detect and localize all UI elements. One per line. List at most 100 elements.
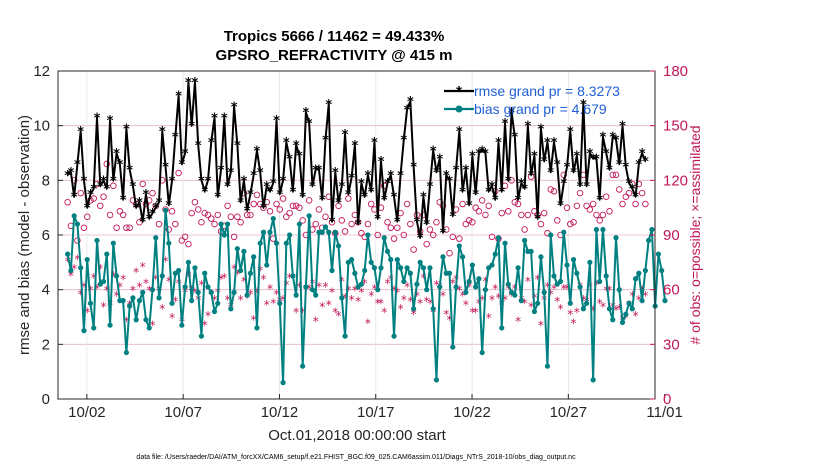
bias-point-42 bbox=[202, 270, 208, 276]
rmse-point-148: * bbox=[547, 166, 554, 181]
assimilated-point-64: * bbox=[274, 287, 280, 301]
rmse-point-96: * bbox=[378, 155, 385, 170]
x-tick-label-1: 10/07 bbox=[164, 404, 202, 421]
bias-point-124 bbox=[469, 262, 475, 268]
possible-point-71 bbox=[296, 204, 303, 211]
rmse-point-58: * bbox=[254, 144, 261, 159]
possible-point-45 bbox=[211, 220, 218, 228]
assimilated-point-47: * bbox=[218, 273, 224, 287]
rmse-point-120: * bbox=[456, 125, 463, 140]
rmse-point-84: * bbox=[338, 180, 345, 195]
assimilated-point-166: * bbox=[606, 284, 612, 298]
rmse-point-117: * bbox=[446, 174, 453, 189]
possible-point-79 bbox=[322, 213, 329, 221]
rmse-point-18: * bbox=[123, 122, 130, 137]
bias-point-128 bbox=[482, 287, 489, 293]
bias-point-122 bbox=[463, 289, 469, 295]
bias-point-142 bbox=[528, 248, 534, 254]
rmse-point-78: * bbox=[319, 193, 326, 208]
assimilated-point-91: * bbox=[362, 276, 368, 290]
bias-point-85 bbox=[342, 333, 348, 339]
bias-point-119 bbox=[453, 284, 459, 290]
bias-point-107 bbox=[414, 281, 420, 287]
assimilated-point-5: * bbox=[81, 280, 87, 294]
rmse-point-169: * bbox=[616, 158, 623, 173]
assimilated-point-113: * bbox=[433, 278, 439, 292]
rmse-point-170: * bbox=[619, 120, 626, 135]
assimilated-point-177: * bbox=[642, 289, 648, 303]
rmse-point-119: * bbox=[453, 163, 460, 178]
rmse-point-45: * bbox=[211, 111, 218, 126]
bias-point-181 bbox=[655, 251, 662, 257]
assimilated-point-92: * bbox=[365, 316, 371, 330]
assimilated-point-135: * bbox=[505, 282, 511, 296]
rmse-point-21: * bbox=[133, 202, 140, 217]
y2-tick-label-3: 90 bbox=[663, 227, 680, 244]
possible-point-164 bbox=[599, 211, 607, 219]
assimilated-point-0: * bbox=[65, 255, 71, 269]
possible-point-13 bbox=[106, 211, 114, 219]
rmse-point-43: * bbox=[205, 174, 212, 189]
possible-point-120 bbox=[456, 235, 463, 242]
rmse-point-108: * bbox=[417, 232, 424, 247]
bias-point-40 bbox=[195, 289, 201, 295]
rmse-point-154: * bbox=[567, 125, 574, 140]
x-tick-label-0: 10/02 bbox=[68, 404, 106, 421]
rmse-point-79: * bbox=[322, 133, 329, 148]
rmse-point-88: * bbox=[351, 139, 358, 154]
assimilated-point-123: * bbox=[466, 280, 472, 294]
rmse-point-72: * bbox=[299, 191, 306, 206]
assimilated-point-72: * bbox=[300, 306, 306, 320]
possible-point-162 bbox=[593, 211, 600, 219]
assimilated-point-164: * bbox=[600, 300, 606, 314]
bias-point-168 bbox=[613, 235, 619, 241]
rmse-point-112: * bbox=[430, 144, 437, 159]
rmse-point-2: * bbox=[71, 191, 78, 206]
rmse-point-63: * bbox=[270, 177, 277, 192]
bias-point-43 bbox=[205, 284, 211, 290]
assimilated-point-68: * bbox=[287, 271, 293, 285]
assimilated-point-109: * bbox=[420, 271, 426, 285]
rmse-point-67: * bbox=[283, 136, 290, 151]
bias-point-15 bbox=[113, 273, 120, 279]
possible-point-57 bbox=[250, 200, 257, 208]
rmse-point-57: * bbox=[250, 169, 257, 184]
rmse-point-12: * bbox=[103, 183, 110, 198]
bias-point-92 bbox=[365, 232, 371, 238]
assimilated-point-55: * bbox=[244, 291, 250, 305]
possible-point-133 bbox=[498, 209, 506, 217]
bias-point-130 bbox=[489, 262, 495, 268]
y2-tick-label-5: 150 bbox=[663, 118, 688, 135]
rmse-point-159: * bbox=[583, 180, 590, 195]
rmse-point-89: * bbox=[355, 218, 362, 233]
assimilated-point-96: * bbox=[378, 296, 384, 310]
rmse-point-44: * bbox=[208, 136, 215, 151]
assimilated-point-122: * bbox=[463, 298, 469, 312]
assimilated-point-59: * bbox=[257, 264, 263, 278]
series-bias bbox=[65, 207, 668, 386]
possible-point-129 bbox=[485, 202, 492, 210]
rmse-point-95: * bbox=[374, 213, 381, 228]
assimilated-point-102: * bbox=[398, 302, 404, 316]
rmse-point-7: * bbox=[87, 188, 94, 203]
bias-point-24 bbox=[143, 317, 149, 323]
bias-point-49 bbox=[224, 221, 231, 227]
bias-point-84 bbox=[339, 295, 345, 301]
rmse-point-56: * bbox=[247, 188, 254, 203]
rmse-point-101: * bbox=[394, 215, 401, 230]
bias-point-63 bbox=[270, 216, 276, 222]
rmse-point-25: * bbox=[146, 213, 153, 228]
bias-point-27 bbox=[153, 235, 159, 241]
bias-point-82 bbox=[332, 229, 338, 235]
possible-point-84 bbox=[338, 217, 346, 224]
assimilated-point-17: * bbox=[120, 273, 126, 287]
rmse-point-147: * bbox=[544, 136, 551, 151]
grid bbox=[58, 71, 655, 399]
rmse-point-175: * bbox=[635, 158, 642, 173]
bias-point-165 bbox=[603, 273, 609, 279]
assimilated-point-145: * bbox=[538, 318, 544, 332]
rmse-point-38: * bbox=[188, 120, 195, 135]
possible-point-35 bbox=[178, 237, 186, 244]
rmse-point-167: * bbox=[609, 131, 616, 146]
